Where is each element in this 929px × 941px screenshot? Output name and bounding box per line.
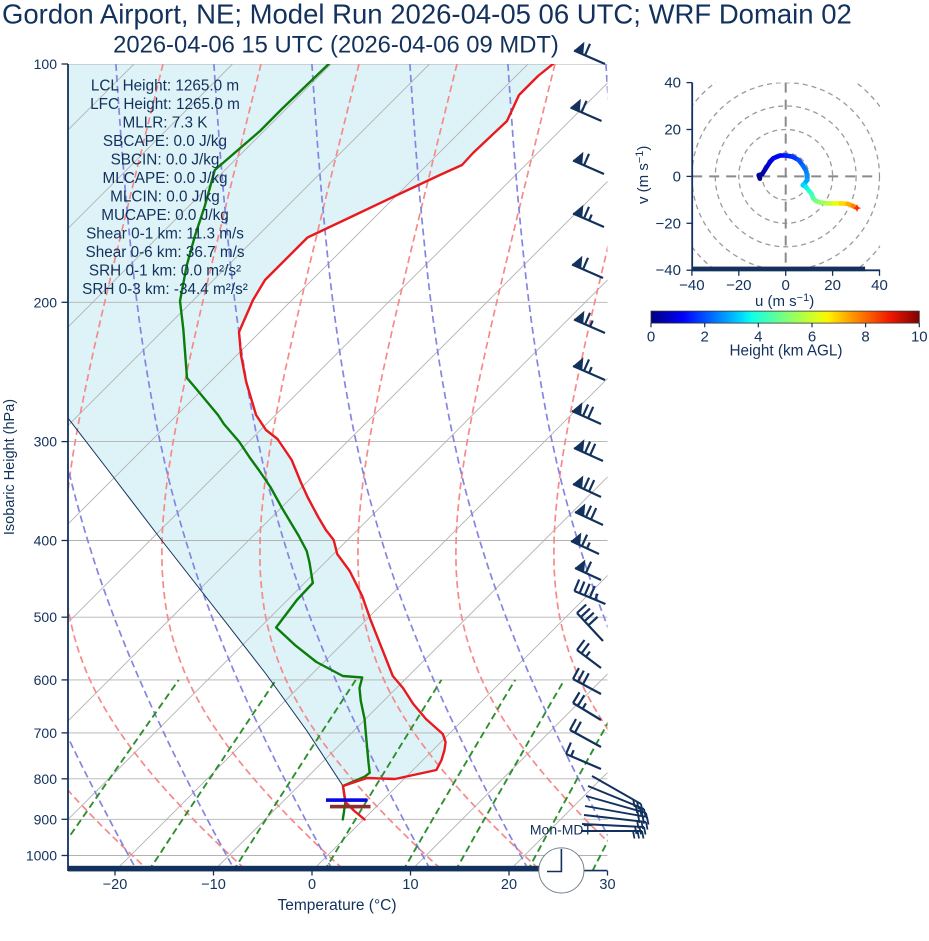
- svg-text:MLCIN: 0.0 J/kg: MLCIN: 0.0 J/kg: [110, 189, 220, 206]
- svg-text:−20: −20: [103, 877, 128, 893]
- svg-text:2026-04-06 15 UTC (2026-04-06: 2026-04-06 15 UTC (2026-04-06 09 MDT): [113, 32, 559, 59]
- svg-text:40: 40: [664, 75, 681, 92]
- svg-text:400: 400: [34, 533, 58, 549]
- svg-text:0: 0: [673, 168, 681, 185]
- svg-text:SBCAPE: 0.0 J/kg: SBCAPE: 0.0 J/kg: [103, 133, 227, 150]
- svg-text:MLCAPE: 0.0 J/kg: MLCAPE: 0.0 J/kg: [103, 170, 228, 187]
- svg-text:30: 30: [599, 877, 615, 893]
- svg-text:20: 20: [664, 122, 681, 139]
- svg-text:8: 8: [861, 329, 869, 346]
- svg-text:−10: −10: [201, 877, 226, 893]
- svg-text:600: 600: [34, 672, 58, 688]
- svg-text:0: 0: [308, 877, 316, 893]
- svg-text:1000: 1000: [26, 848, 57, 864]
- svg-text:SBCIN: 0.0 J/kg: SBCIN: 0.0 J/kg: [111, 152, 220, 169]
- svg-text:Shear 0-1 km: 11.3 m/s: Shear 0-1 km: 11.3 m/s: [86, 226, 244, 243]
- svg-text:MLLR: 7.3 K: MLLR: 7.3 K: [122, 115, 208, 132]
- svg-text:−40: −40: [679, 277, 704, 294]
- svg-text:800: 800: [34, 771, 58, 787]
- svg-text:Height (km AGL): Height (km AGL): [729, 343, 842, 360]
- svg-text:−20: −20: [656, 215, 681, 232]
- svg-text:LFC Height: 1265.0 m: LFC Height: 1265.0 m: [90, 96, 240, 113]
- svg-text:−40: −40: [656, 262, 681, 279]
- svg-text:MUCAPE: 0.0 J/kg: MUCAPE: 0.0 J/kg: [101, 207, 229, 224]
- svg-text:−20: −20: [726, 277, 751, 294]
- svg-text:Isobaric Height (hPa): Isobaric Height (hPa): [2, 399, 18, 535]
- svg-text:Shear 0-6 km: 36.7 m/s: Shear 0-6 km: 36.7 m/s: [86, 244, 245, 261]
- svg-text:0: 0: [782, 277, 790, 294]
- svg-text:0: 0: [647, 329, 655, 346]
- svg-text:700: 700: [34, 725, 58, 741]
- svg-text:SRH 0-1 km: 0.0 m²/s²: SRH 0-1 km: 0.0 m²/s²: [89, 263, 241, 280]
- svg-text:900: 900: [34, 811, 58, 827]
- svg-text:10: 10: [911, 329, 928, 346]
- svg-text:100: 100: [34, 56, 58, 72]
- svg-text:Gordon Airport, NE; Model Run: Gordon Airport, NE; Model Run 2026-04-05…: [2, 0, 852, 30]
- svg-text:40: 40: [871, 277, 888, 294]
- svg-text:2: 2: [701, 329, 709, 346]
- svg-text:20: 20: [501, 877, 517, 893]
- svg-text:500: 500: [34, 609, 58, 625]
- svg-text:10: 10: [402, 877, 418, 893]
- svg-text:LCL Height: 1265.0 m: LCL Height: 1265.0 m: [91, 78, 239, 95]
- svg-text:300: 300: [34, 434, 58, 450]
- svg-text:Temperature (°C): Temperature (°C): [277, 897, 396, 914]
- svg-text:20: 20: [824, 277, 841, 294]
- svg-text:200: 200: [34, 294, 58, 310]
- svg-text:SRH 0-3 km: -34.4 m²/s²: SRH 0-3 km: -34.4 m²/s²: [82, 281, 248, 298]
